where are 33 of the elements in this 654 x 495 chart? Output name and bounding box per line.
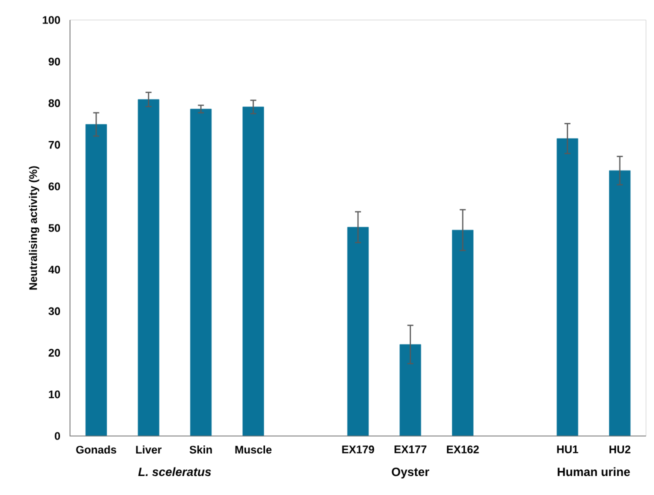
x-tick-label: Liver [136,446,162,454]
text: Human urine [558,467,630,476]
y-axis-title: Neutralising activity (%) [28,166,40,290]
y-tick-label: 40 [48,266,60,274]
bar [400,344,422,436]
x-tick-label: EX162 [446,446,479,454]
bar [138,99,160,436]
y-tick-label: 80 [48,99,60,108]
y-tick-label: 50 [48,224,60,232]
x-tick-label: Muscle [235,446,272,454]
y-tick-label: 90 [48,58,60,66]
bar [609,170,631,436]
y-tick-label: 30 [48,307,60,316]
bar [242,106,264,436]
bar [556,138,578,436]
bar [452,230,474,436]
x-tick-label: HU1 [557,446,578,454]
y-tick-label: 10 [48,390,60,398]
x-tick-label: EX177 [394,446,426,454]
y-tick-label: 60 [48,182,60,190]
y-tick-label: 0 [54,432,60,440]
y-tick-label: 70 [48,140,60,149]
text: L. sceleratus [138,467,211,476]
x-tick-label: Gonads [76,446,116,454]
bar [85,124,107,436]
y-tick-label: 20 [48,348,60,357]
x-tick-label: EX179 [342,446,374,454]
y-tick-label: 100 [42,16,60,24]
bar [347,226,369,436]
bar [190,108,212,436]
x-tick-label: HU2 [610,446,630,454]
x-tick-label: Skin [190,446,212,454]
text: Oyster [392,468,430,478]
